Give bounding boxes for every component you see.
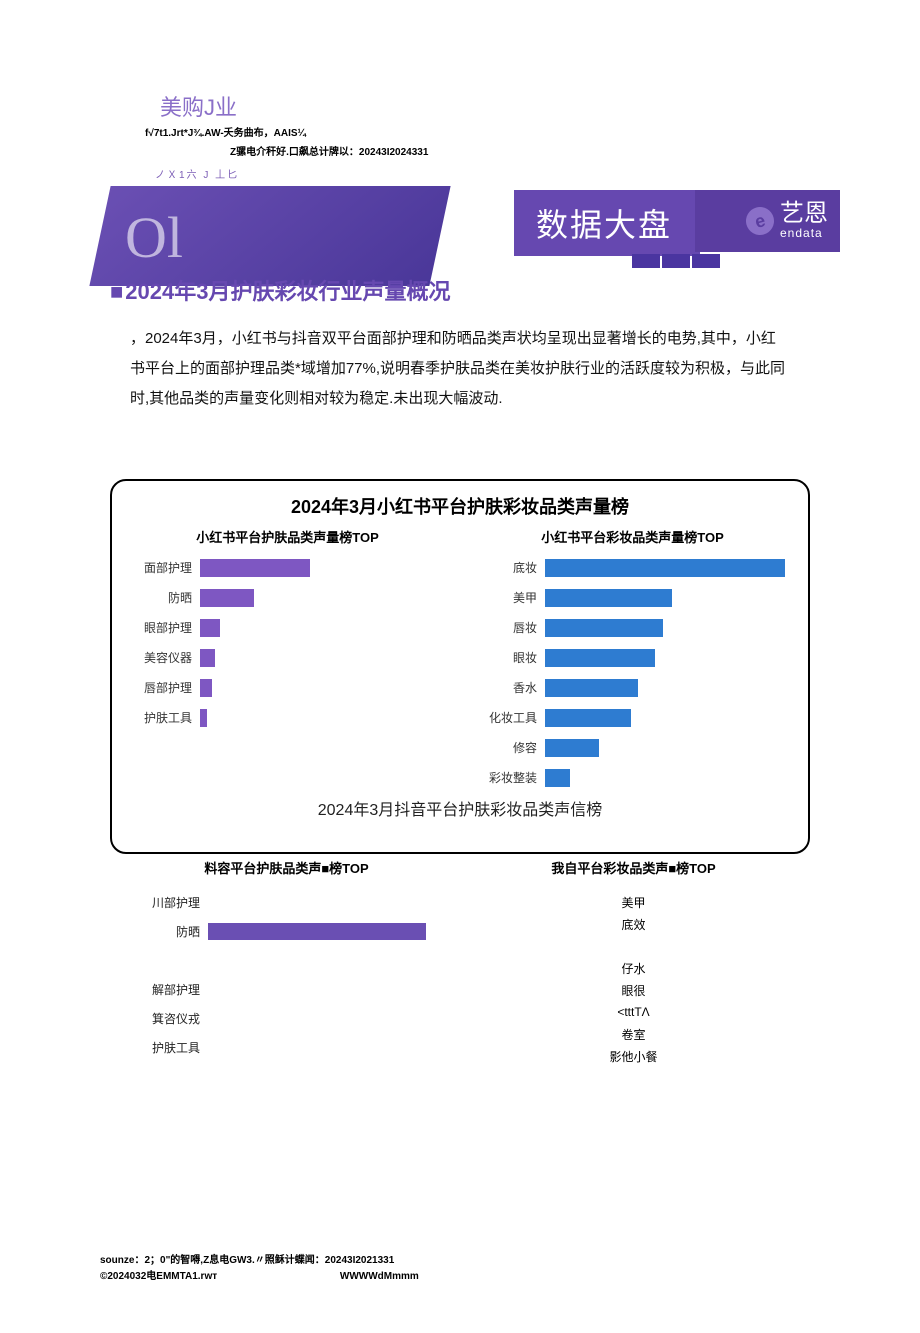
banner-strips [632,254,720,268]
body-paragraph: ，2024年3月，小红书与抖音双平台面部护理和防晒品类声状均呈现出显著增长的电势… [130,324,790,414]
bar-label: 美甲 [475,589,537,606]
bar-label: 川部护理 [128,894,200,911]
chart-row: 唇妆 [475,616,790,639]
bar-label: 眼妆 [475,649,537,666]
label-item: 底效 [475,913,792,935]
label-item: 眼很 [475,979,792,1001]
chart-row: 川部护理 [128,891,445,913]
banner-ol-glyph: Ol [125,204,183,271]
bar [545,589,672,607]
chart2-right-title: 我自平台彩妆品类声■榜TOP [475,858,792,877]
footer: sounze：2；0"的智嘚,Z息电GW3.〃照稣计蝶闻：20243I20213… [100,1253,419,1285]
footer-line1: sounze：2；0"的智嘚,Z息电GW3.〃照稣计蝶闻：20243I20213… [100,1253,419,1269]
chart-douyin: 料容平台护肤品类声■榜TOP 川部护理防晒解部护理箕咨仪戎护肤工具 我自平台彩妆… [110,854,810,1067]
bar [200,709,207,727]
bar-label: 护肤工具 [128,1039,200,1056]
chart-row: 眼部护理 [130,616,445,639]
bar [545,739,599,757]
bar [208,923,426,940]
logo-cn: 艺恩 [780,202,828,226]
bar [200,619,220,637]
logo-en: endata [780,226,828,240]
footer-url: WWWWdMmmm [340,1271,419,1282]
label-item: <tttTΛ [475,1001,792,1023]
bar-label: 箕咨仪戎 [128,1010,200,1027]
chart-row: 底妆 [475,556,790,579]
bar-label: 唇部护理 [130,679,192,696]
bar-label: 唇妆 [475,619,537,636]
bar [200,559,310,577]
label-item: 仔水 [475,957,792,979]
chart1-left-title: 小红书平台护肤品类声量榜TOP [130,527,445,546]
banner-title: 数据大盘 [514,190,700,256]
footer-copyright: ©2024032电EMMTA1.rwт [100,1271,217,1282]
label-item: 影他小餐 [475,1045,792,1067]
header-subtext: f√7t1.Jrt*J¾.AW-夭务曲布，AAIS¼ [145,124,820,139]
bar-label: 面部护理 [130,559,192,576]
bar-label: 防晒 [130,589,192,606]
logo-box: e 艺恩 endata [695,190,840,252]
chart-row: 唇部护理 [130,676,445,699]
chart2-right: 我自平台彩妆品类声■榜TOP 美甲底效仔水眼很<tttTΛ卷室影他小餐 [475,858,792,1067]
banner: ノＸ1六 J 丄匕 Ol 数据大盘 e 艺恩 endata [100,166,820,286]
chart-row: 防晒 [130,586,445,609]
bar [545,559,785,577]
chart-row: 美甲 [475,586,790,609]
chart-row: 护肤工具 [128,1036,445,1058]
chart-row: 面部护理 [130,556,445,579]
bar [200,679,212,697]
chart2-left: 料容平台护肤品类声■榜TOP 川部护理防晒解部护理箕咨仪戎护肤工具 [128,858,445,1067]
bar [200,649,215,667]
label-item [475,935,792,957]
chart2-title: 2024年3月抖音平台护肤彩妆品类声信榜 [130,796,790,820]
bar-label: 解部护理 [128,981,200,998]
chart-row: 美容仪器 [130,646,445,669]
chart1-right: 小红书平台彩妆品类声量榜TOP 底妆美甲唇妆眼妆香水化妆工具修容彩妆整装 [475,527,790,796]
bar [545,709,631,727]
section-title: 2024年3月护肤彩妆行业声量概况 [110,274,820,306]
bar-label: 美容仪器 [130,649,192,666]
chart-xiaohongshu: 2024年3月小红书平台护肤彩妆品类声量榜 小红书平台护肤品类声量榜TOP 面部… [110,479,810,854]
chart-row: 护肤工具 [130,706,445,729]
banner-overlay-text: ノＸ1六 J 丄匕 [155,166,239,181]
bar [545,769,570,787]
chart-row: 解部护理 [128,978,445,1000]
chart1-right-title: 小红书平台彩妆品类声量榜TOP [475,527,790,546]
bar-label: 彩妆整装 [475,769,537,786]
bar-label: 修容 [475,739,537,756]
chart1-left: 小红书平台护肤品类声量榜TOP 面部护理防晒眼部护理美容仪器唇部护理护肤工具 [130,527,445,796]
chart-row: 香水 [475,676,790,699]
bar-label: 护肤工具 [130,709,192,726]
logo-icon: e [743,204,777,238]
chart-row [128,949,445,971]
header-brand: 美购J业 [160,90,820,122]
bar [200,589,254,607]
bar-label: 化妆工具 [475,709,537,726]
chart2-left-title: 料容平台护肤品类声■榜TOP [128,858,445,877]
bar [545,679,638,697]
bar-label: 眼部护理 [130,619,192,636]
bar-label: 香水 [475,679,537,696]
label-item: 美甲 [475,891,792,913]
bar-label: 底妆 [475,559,537,576]
bar-label: 防晒 [128,923,200,940]
chart-row: 箕咨仪戎 [128,1007,445,1029]
chart-row: 修容 [475,736,790,759]
chart-row: 防晒 [128,920,445,942]
chart1-title: 2024年3月小红书平台护肤彩妆品类声量榜 [130,493,790,519]
bar [545,619,663,637]
bar [545,649,655,667]
chart-row: 彩妆整装 [475,766,790,789]
chart-row: 化妆工具 [475,706,790,729]
label-item: 卷室 [475,1023,792,1045]
header-line2: Z骡电介秆好.口飙总计牌以：20243I2024331 [230,143,820,158]
chart-row: 眼妆 [475,646,790,669]
